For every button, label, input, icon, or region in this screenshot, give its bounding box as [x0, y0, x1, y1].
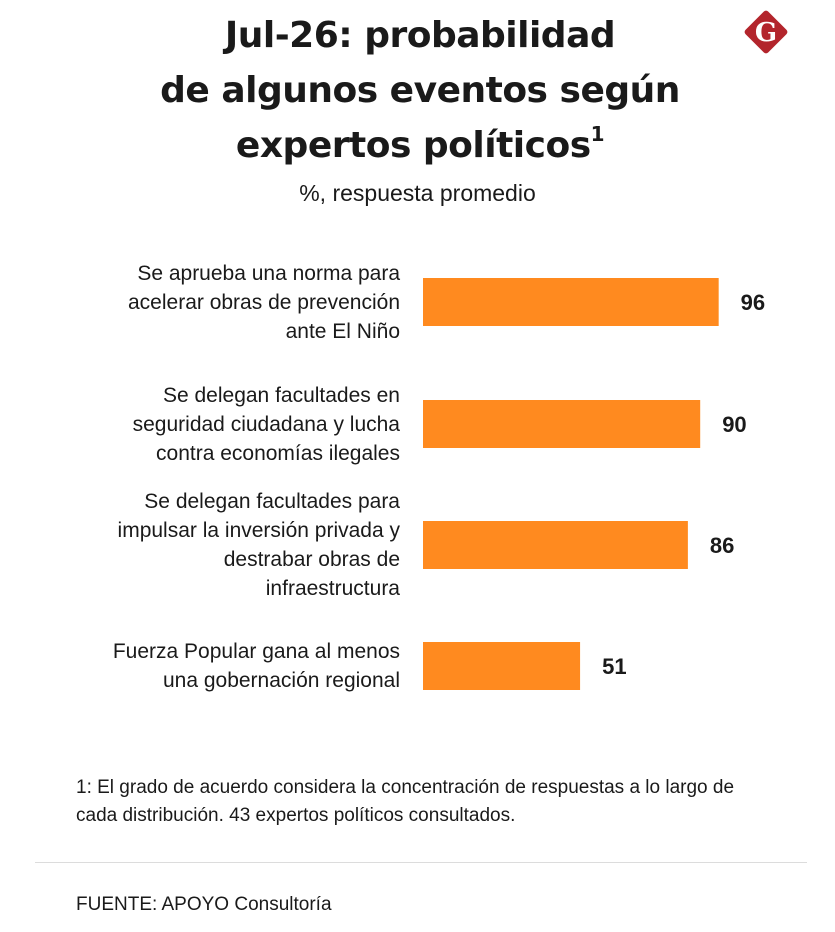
bar-4	[423, 642, 581, 690]
category-label-line: una gobernación regional	[162, 669, 400, 692]
bar-1	[423, 278, 719, 326]
category-label-line: destrabar obras de	[223, 548, 400, 571]
data-label-1: 96	[741, 290, 765, 315]
category-label-line: Se delegan facultades en	[162, 383, 400, 407]
footnote: 1: El grado de acuerdo considera la conc…	[76, 777, 735, 826]
category-label-line: Se aprueba una norma para	[137, 261, 400, 285]
logo-letter: G	[755, 18, 777, 48]
category-label-line: ante El Niño	[285, 319, 400, 343]
category-label-line: contra economías ilegales	[156, 441, 400, 465]
category-label-2: Se delegan facultades en seguridad ciudad…	[40, 381, 400, 468]
gestion-logo-icon: G	[744, 10, 788, 54]
title-line-1: Jul-26: probabilidad	[224, 15, 616, 56]
data-label-3: 86	[710, 533, 734, 558]
logo-diamond	[744, 10, 788, 54]
category-label-line: acelerar obras de prevención	[128, 290, 400, 314]
bar-3	[423, 521, 688, 569]
title-footnote-mark: 1	[590, 122, 605, 146]
category-label-3: Se delegan facultades para impulsar la in…	[40, 487, 400, 603]
bar-2	[423, 400, 701, 448]
category-label-line: Se delegan facultades para	[144, 490, 400, 513]
category-label-line: impulsar la inversión privada y	[117, 519, 400, 542]
category-label-1: Se aprueba una norma para acelerar obras …	[40, 259, 400, 346]
category-label-line: seguridad ciudadana y lucha	[132, 412, 400, 436]
chart-title: Jul-26: probabilidad de algunos eventos …	[90, 8, 750, 173]
category-label-line: infraestructura	[265, 577, 400, 600]
bar-chart: 96 90 86 51	[423, 278, 765, 690]
divider	[35, 862, 807, 863]
category-label-4: Fuerza Popular gana al menos una gobernac…	[40, 637, 400, 695]
category-label-line: Fuerza Popular gana al menos	[112, 640, 400, 663]
data-label-2: 90	[722, 412, 746, 437]
source-note: FUENTE: APOYO Consultoría	[76, 894, 332, 915]
title-line-3-text: expertos políticos	[235, 125, 591, 166]
data-label-4: 51	[602, 654, 626, 679]
title-line-3: expertos políticos1	[90, 118, 750, 173]
chart-subtitle: %, respuesta promedio	[299, 180, 536, 206]
title-line-2: de algunos eventos según	[160, 70, 680, 111]
